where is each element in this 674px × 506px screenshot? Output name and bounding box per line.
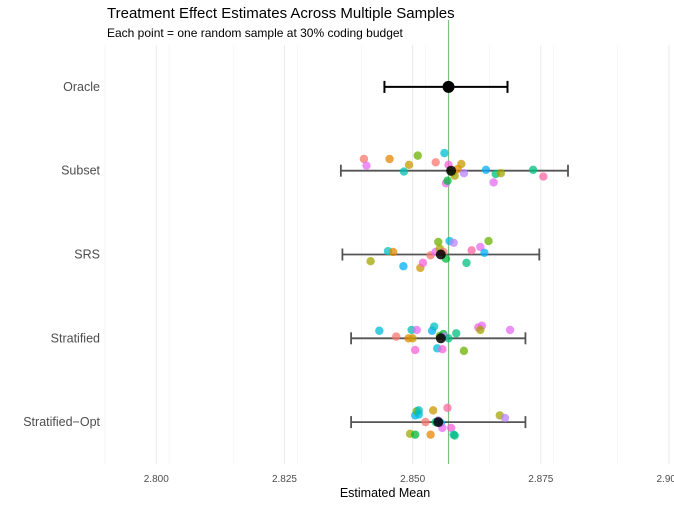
- sample-point: [429, 322, 439, 331]
- chart-subtitle: Each point = one random sample at 30% co…: [107, 26, 404, 40]
- sample-point: [446, 423, 456, 433]
- sample-point: [528, 165, 538, 175]
- sample-point: [505, 325, 515, 335]
- sample-point: [362, 161, 371, 170]
- sample-point: [359, 154, 369, 164]
- sample-point: [462, 258, 471, 268]
- y-tick-label: Stratified−Opt: [23, 415, 100, 429]
- mean-point: [442, 80, 455, 93]
- x-tick-label: 2.800: [144, 474, 169, 485]
- chart-title: Treatment Effect Estimates Across Multip…: [107, 5, 455, 22]
- sample-point: [434, 237, 443, 247]
- mean-point: [446, 165, 457, 176]
- sample-point: [404, 160, 414, 170]
- mean-point: [435, 249, 446, 260]
- mean-point: [433, 417, 444, 428]
- x-tick-label: 2.825: [272, 474, 297, 485]
- error-bars: [339, 80, 569, 429]
- sample-point: [480, 248, 489, 258]
- y-tick-label: Subset: [61, 164, 100, 178]
- sample-point: [392, 332, 401, 341]
- sample-point: [476, 242, 485, 252]
- sample-point: [426, 430, 435, 439]
- sample-point: [385, 154, 394, 164]
- y-tick-label: SRS: [74, 248, 100, 262]
- sample-point: [375, 326, 384, 335]
- x-tick-label: 2.875: [528, 474, 553, 485]
- sample-point: [457, 159, 466, 169]
- sample-point: [412, 325, 421, 335]
- sample-point: [444, 334, 453, 343]
- sample-point: [421, 417, 430, 427]
- y-axis-labels: Oracle Subset SRS Stratified Stratified−Opt: [23, 80, 100, 429]
- mean-markers: [433, 80, 457, 428]
- sample-point: [500, 413, 510, 423]
- sample-point: [399, 167, 409, 176]
- sample-point: [484, 236, 493, 246]
- x-tick-label: 2.900: [656, 474, 674, 485]
- x-axis-title: Estimated Mean: [340, 486, 430, 500]
- sample-point: [481, 165, 491, 175]
- sample-point: [440, 148, 449, 158]
- sample-points: [359, 148, 548, 440]
- y-tick-label: Oracle: [63, 80, 100, 94]
- sample-point: [408, 334, 417, 343]
- sample-point: [496, 169, 506, 178]
- sample-point: [411, 345, 420, 355]
- sample-point: [467, 246, 476, 255]
- sample-point: [388, 247, 398, 257]
- sample-point: [411, 430, 420, 439]
- y-tick-label: Stratified: [51, 331, 100, 345]
- sample-point: [450, 431, 459, 440]
- sample-point: [539, 172, 548, 181]
- sample-point: [428, 406, 438, 415]
- mean-point: [435, 333, 446, 344]
- sample-point: [459, 346, 469, 356]
- sample-point: [366, 257, 375, 266]
- sample-point: [431, 158, 440, 167]
- x-tick-label: 2.850: [400, 474, 425, 485]
- sample-point: [399, 262, 408, 271]
- x-axis-labels: 2.800 2.825 2.850 2.875 2.900: [144, 474, 674, 485]
- sample-point: [459, 169, 469, 178]
- sample-point: [438, 344, 447, 354]
- sample-point: [443, 403, 452, 413]
- sample-point: [449, 238, 458, 247]
- sample-point: [443, 176, 452, 185]
- sample-point: [418, 258, 428, 268]
- sample-point: [414, 406, 423, 415]
- sample-point: [476, 325, 485, 335]
- sample-point: [489, 178, 498, 187]
- sample-point: [413, 151, 422, 160]
- sample-point: [452, 329, 461, 338]
